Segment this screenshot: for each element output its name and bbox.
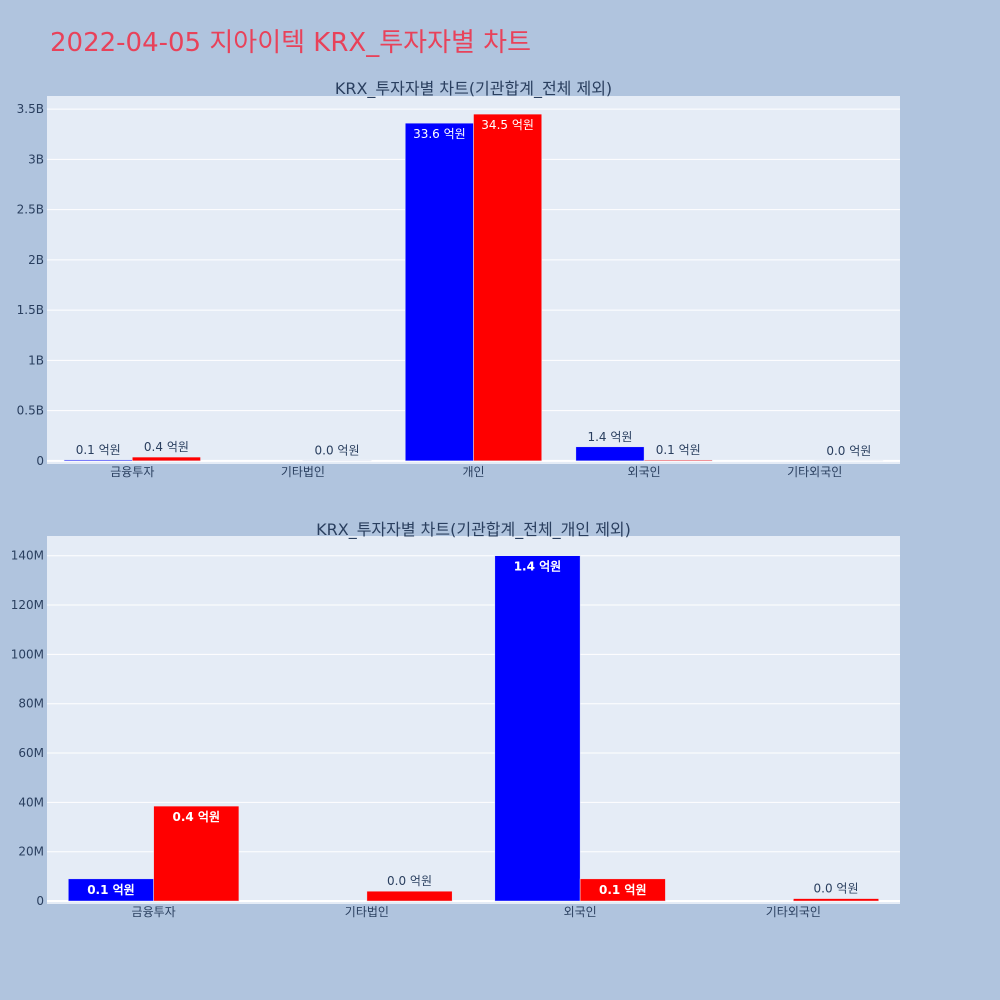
y-tick-label: 80M xyxy=(18,697,44,711)
y-tick-label: 0 xyxy=(36,454,44,468)
x-tick-label: 기타법인 xyxy=(345,905,389,919)
data-label: 0.0 억원 xyxy=(814,882,859,896)
bar xyxy=(579,878,666,902)
y-tick-label: 2.5B xyxy=(17,203,44,217)
y-tick-label: 100M xyxy=(11,647,44,661)
chart-1: KRX_투자자별 차트(기관합계_전체 제외) 0 0.5B 1B 1.5B 2B 2.5B… xyxy=(17,79,900,479)
bar xyxy=(494,555,581,902)
bar xyxy=(405,122,474,462)
data-label: 0.4 억원 xyxy=(144,440,189,454)
bar xyxy=(575,446,645,462)
y-tick-label: 0 xyxy=(36,894,44,908)
chart-title: KRX_투자자별 차트(기관합계_전체 제외) xyxy=(335,79,612,99)
x-tick-label: 개인 xyxy=(462,465,484,479)
data-label: 1.4 억원 xyxy=(587,430,632,444)
data-label: 0.0 억원 xyxy=(315,443,360,457)
data-label: 0.0 억원 xyxy=(387,874,432,888)
bar xyxy=(132,456,201,462)
x-tick-label: 금융투자 xyxy=(110,465,154,479)
x-tick-label: 기타외국인 xyxy=(766,905,821,919)
data-label: 0.1 억원 xyxy=(87,883,135,897)
bar xyxy=(366,890,453,902)
bar xyxy=(153,805,240,902)
bar xyxy=(793,898,879,902)
data-label: 0.1 억원 xyxy=(599,883,647,897)
y-tick-label: 60M xyxy=(18,746,44,760)
y-tick-label: 3B xyxy=(28,152,44,166)
data-label: 0.1 억원 xyxy=(656,443,701,457)
x-tick-label: 기타외국인 xyxy=(787,465,842,479)
y-tick-label: 2B xyxy=(28,253,44,267)
chart-2: KRX_투자자별 차트(기관합계_전체_개인 제외) 0 20M 40M 60M 80M 1… xyxy=(11,520,900,919)
x-tick-label: 금융투자 xyxy=(132,905,176,919)
x-tick-label: 외국인 xyxy=(628,465,661,479)
data-label: 33.6 억원 xyxy=(413,127,466,141)
data-label: 0.1 억원 xyxy=(76,443,121,457)
y-tick-label: 0.5B xyxy=(17,404,44,418)
page-title: 2022-04-05 지아이텍 KRX_투자자별 차트 xyxy=(50,28,532,58)
x-tick-label: 외국인 xyxy=(564,905,597,919)
y-tick-label: 120M xyxy=(11,598,44,612)
chart-title: KRX_투자자별 차트(기관합계_전체_개인 제외) xyxy=(316,520,631,540)
bar xyxy=(643,459,713,462)
y-tick-label: 140M xyxy=(11,549,44,563)
y-tick-label: 1.5B xyxy=(17,303,44,317)
data-label: 0.4 억원 xyxy=(173,810,221,824)
x-tick-label: 기타법인 xyxy=(281,465,325,479)
y-tick-label: 1B xyxy=(28,353,44,367)
bar xyxy=(473,113,542,462)
data-label: 1.4 억원 xyxy=(514,560,562,574)
y-tick-label: 40M xyxy=(18,795,44,809)
y-tick-label: 3.5B xyxy=(17,102,44,116)
bar xyxy=(63,459,133,462)
y-tick-label: 20M xyxy=(18,845,44,859)
data-label: 0.0 억원 xyxy=(826,444,871,458)
data-label: 34.5 억원 xyxy=(481,118,534,132)
